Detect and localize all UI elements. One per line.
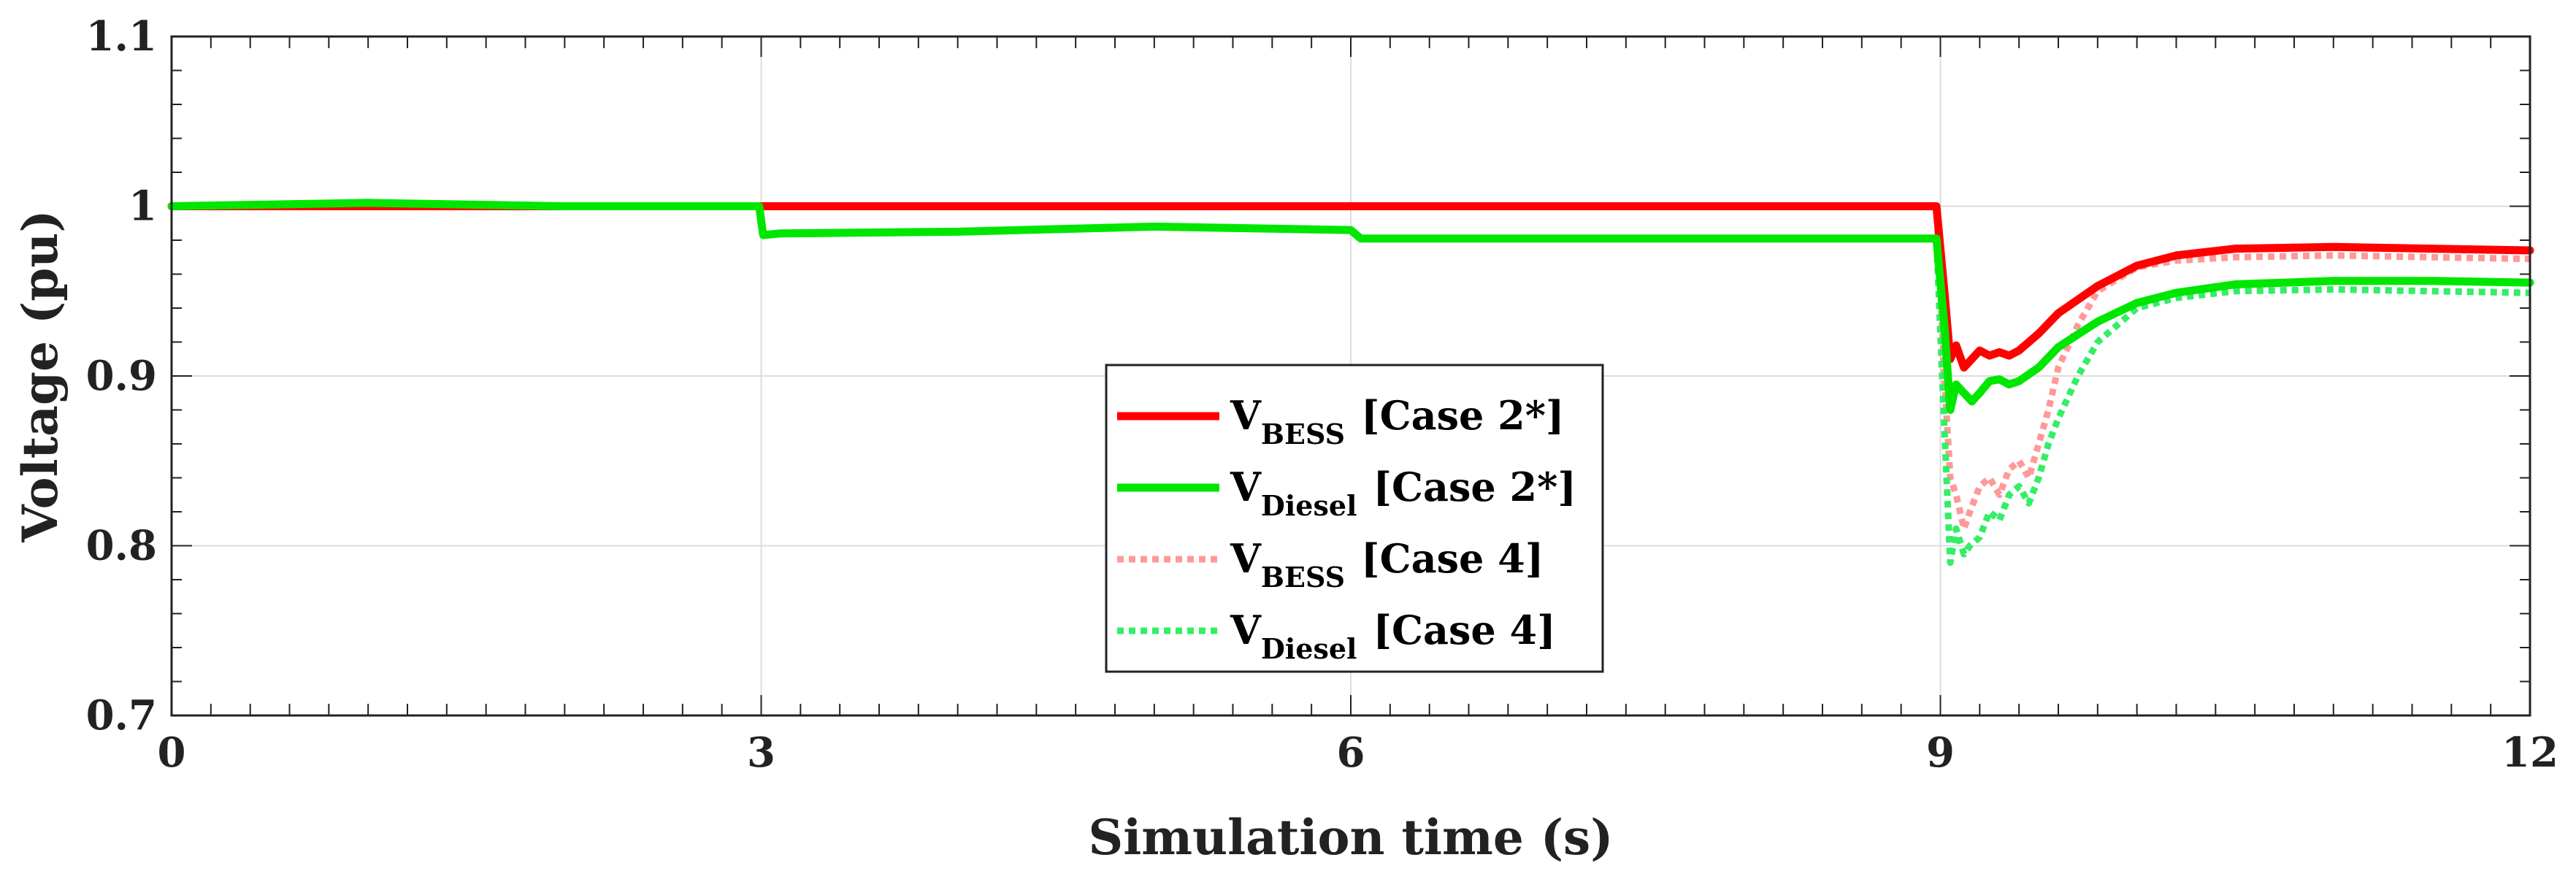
tick-labels: 0 3 6 9 12 0.7 0.8 0.9 1 1.1 [86,12,2558,777]
x-tick-label: 9 [1926,729,1955,777]
legend-label-2: VDiesel [Case 2*] [1230,464,1576,522]
x-tick-label: 0 [158,729,186,777]
legend: VBESS [Case 2*] VDiesel [Case 2*] VBESS [Case… [1105,364,1604,673]
y-tick-label: 0.9 [86,352,157,400]
x-tick-label: 12 [2502,729,2558,777]
y-axis-title: Voltage (pu) [12,210,69,542]
y-tick-label: 0.8 [86,522,157,570]
series-lines [167,199,2534,567]
legend-label-1: VBESS [Case 2*] [1230,392,1564,450]
x-tick-label: 3 [747,729,775,777]
plot-frame [170,35,2531,717]
y-tick-label: 1 [129,183,157,231]
y-tick-label: 0.7 [86,691,157,740]
x-tick-label: 6 [1337,729,1365,777]
series-line-2 [167,199,2534,414]
legend-label-4: VDiesel [Case 4] [1230,607,1556,665]
legend-label-3: VBESS [Case 4] [1230,535,1544,594]
y-tick-label: 1.1 [86,12,157,61]
x-axis-title: Simulation time (s) [1089,809,1614,866]
minor-ticks [172,37,2530,715]
